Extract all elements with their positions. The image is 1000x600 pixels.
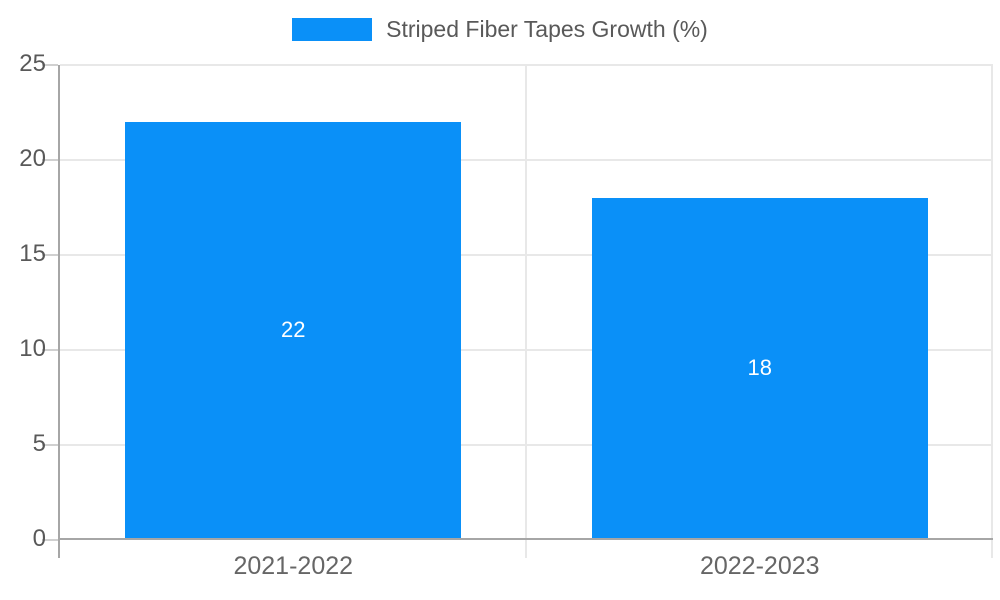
y-tick-mark	[42, 349, 58, 351]
gridline	[60, 349, 993, 351]
x-tick-label: 2022-2023	[699, 552, 820, 580]
x-axis-line	[58, 538, 993, 540]
gridline	[60, 444, 993, 446]
y-tick-mark	[42, 254, 58, 256]
chart-legend[interactable]: Striped Fiber Tapes Growth (%)	[0, 16, 1000, 43]
y-tick-mark	[42, 64, 58, 66]
bar-value-label: 18	[747, 355, 772, 380]
y-tick-mark	[42, 539, 58, 541]
y-tick-label: 25	[19, 49, 46, 77]
y-tick-label: 15	[19, 239, 46, 267]
gridline	[60, 64, 993, 66]
legend-swatch	[292, 18, 373, 41]
y-tick-label: 0	[32, 524, 46, 552]
y-tick-label: 10	[19, 334, 46, 362]
bar-value-label: 22	[280, 317, 306, 342]
legend-label: Striped Fiber Tapes Growth (%)	[386, 16, 708, 42]
plot-right-border	[991, 65, 993, 558]
category-divider-line	[524, 65, 527, 558]
x-tick-label: 2021-2022	[233, 552, 354, 580]
y-tick-mark	[42, 159, 58, 161]
gridline	[60, 254, 993, 256]
gridline	[60, 159, 993, 161]
y-tick-label: 20	[19, 144, 46, 172]
bar: 22	[125, 122, 462, 538]
bar: 18	[591, 198, 928, 538]
y-tick-mark	[42, 444, 58, 446]
y-axis-line	[58, 65, 60, 558]
plot-area: 22 18	[42, 64, 993, 558]
y-tick-label: 5	[32, 429, 46, 457]
